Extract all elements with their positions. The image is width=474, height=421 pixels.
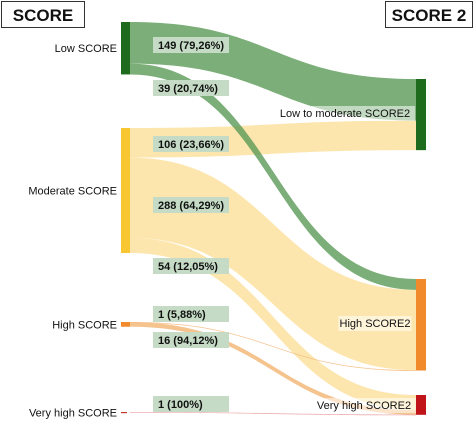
flow-label-bg: [153, 37, 229, 53]
flow-label: 54 (12,05%): [158, 261, 218, 273]
target-label-bg-veryhigh: [312, 398, 416, 413]
flow-moderate-to-veryhigh: [130, 237, 416, 411]
source-label-moderate: Moderate SCORE: [28, 185, 117, 197]
flow-label-bg: [153, 136, 229, 152]
source-node-veryhigh: [121, 412, 127, 414]
flow-label-bg: [153, 258, 229, 274]
flow-label-bg: [153, 80, 229, 96]
source-label-low: Low SCORE: [55, 43, 117, 55]
target-label-veryhigh: Very high SCORE2: [317, 400, 411, 412]
flow-label: 39 (20,74%): [158, 83, 218, 95]
flow-high-to-high: [130, 322, 416, 372]
flow-label: 1 (5,88%): [158, 309, 206, 321]
target-header: SCORE 2: [385, 1, 473, 28]
flow-label: 16 (94,12%): [158, 335, 218, 347]
flow-label: 288 (64,29%): [158, 200, 224, 212]
flow-label: 149 (79,26%): [158, 40, 224, 52]
flow-label: 106 (23,66%): [158, 139, 224, 151]
flow-label-bg: [153, 306, 229, 322]
target-node-high: [416, 279, 426, 371]
target-label-high: High SCORE2: [340, 318, 411, 330]
flow-label: 1 (100%): [158, 399, 203, 411]
flow-high-to-veryhigh: [130, 322, 416, 415]
source-header: SCORE: [1, 1, 85, 28]
source-node-low: [121, 22, 130, 75]
source-label-high: High SCORE: [52, 319, 117, 331]
target-node-veryhigh: [416, 395, 426, 415]
source-label-veryhigh: Very high SCORE: [29, 408, 117, 420]
target-label-bg-lowmod: [274, 106, 416, 121]
source-node-moderate: [121, 128, 130, 253]
flow-low-to-high: [130, 63, 416, 290]
target-node-lowmod: [416, 79, 426, 151]
flow-label-bg: [153, 332, 229, 348]
target-label-bg-high: [338, 316, 412, 331]
flow-veryhigh-to-veryhigh: [130, 412, 416, 416]
flow-label-bg: [153, 197, 229, 213]
source-node-high: [121, 322, 130, 327]
flow-label-bg: [153, 396, 229, 412]
target-label-lowmod: Low to moderate SCORE2: [280, 108, 410, 120]
